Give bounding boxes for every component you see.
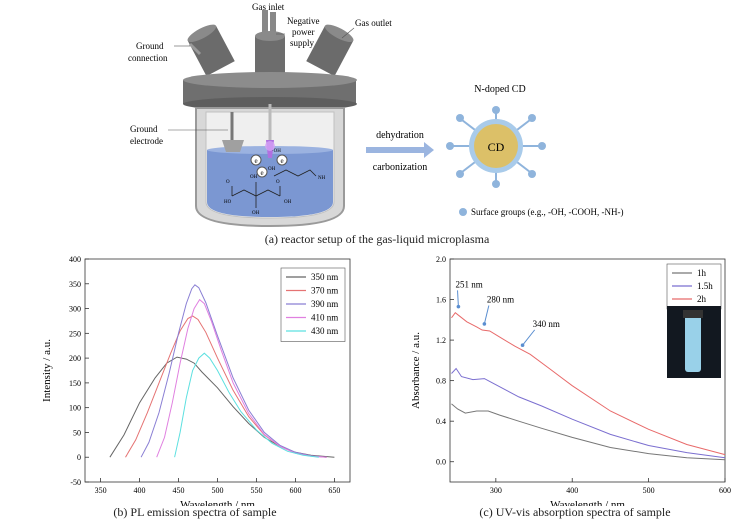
legend-label-2: 2h <box>697 294 707 304</box>
legend-label-1: 370 nm <box>311 286 338 296</box>
electron-symbol-3: e <box>260 169 263 177</box>
cd-particle <box>446 106 546 188</box>
series-line-3 <box>156 298 327 458</box>
molecule-o-1: O <box>226 180 230 185</box>
x-tick-label: 300 <box>490 486 502 495</box>
vial-glow <box>685 314 701 372</box>
ground-electrode-label-2: electrode <box>130 136 163 146</box>
cd-title: N-doped CD <box>474 84 525 95</box>
x-tick-label: 450 <box>173 486 185 495</box>
molecule-o-2: O <box>276 180 280 185</box>
peak-annotation-0: 251 nm <box>456 279 483 289</box>
x-tick-label: 500 <box>212 486 224 495</box>
vial-cap <box>683 310 703 318</box>
caption-c: (c) UV-vis absorption spectra of sample <box>479 505 671 519</box>
gas-inlet-label: Gas inlet <box>252 2 285 12</box>
peak-arrowhead-0 <box>456 304 461 309</box>
arrow-top-label: dehydration <box>376 130 424 141</box>
y-tick-label: 0.8 <box>436 377 446 386</box>
y-tick-label: 2.0 <box>436 255 446 264</box>
x-axis-label: Wavelength / nm <box>550 499 625 506</box>
plot-frame <box>449 258 726 483</box>
ground-electrode-label-1: Ground <box>130 124 158 134</box>
y-axis-label: Intensity / a.u. <box>41 339 53 402</box>
y-tick-label: 0 <box>77 453 81 462</box>
molecule-oh-1: OH <box>250 175 258 180</box>
y-tick-label: 1.2 <box>436 336 446 345</box>
series-line-0 <box>109 356 335 458</box>
x-tick-label: 550 <box>250 486 262 495</box>
peak-arrow-1 <box>483 305 490 325</box>
negative-power-label-1: Negative <box>287 16 319 26</box>
x-tick-label: 600 <box>719 486 731 495</box>
cd-core-label: CD <box>488 140 505 154</box>
y-tick-label: 100 <box>69 404 81 413</box>
x-tick-label: 500 <box>643 486 655 495</box>
y-tick-label: 350 <box>69 280 81 289</box>
electron-symbol-2: e <box>280 157 283 165</box>
legend-label-2: 390 nm <box>311 299 338 309</box>
electron-symbol-1: e <box>254 157 257 165</box>
series-line-4 <box>174 352 319 458</box>
x-tick-label: 400 <box>134 486 146 495</box>
legend-label-4: 430 nm <box>311 326 338 336</box>
y-tick-label: -50 <box>70 478 81 487</box>
peak-arrowhead-1 <box>482 322 487 326</box>
y-tick-label: 1.6 <box>436 296 446 305</box>
negative-power-label-3: supply <box>290 38 315 48</box>
peak-annotation-2: 340 nm <box>533 319 560 329</box>
y-tick-label: 200 <box>69 354 81 363</box>
y-tick-label: 0.4 <box>436 417 446 426</box>
y-axis-label: Absorbance / a.u. <box>410 332 422 409</box>
gas-outlet-label: Gas outlet <box>355 18 392 28</box>
negative-power-label-2: power <box>292 27 315 37</box>
right-port <box>306 24 354 77</box>
left-port <box>187 24 235 77</box>
legend-label-1: 1.5h <box>697 281 713 291</box>
gas-inlet-tube <box>262 10 268 38</box>
legend-label-0: 350 nm <box>311 272 338 282</box>
x-tick-label: 400 <box>566 486 578 495</box>
surface-group-legend-dot <box>459 208 467 216</box>
x-tick-label: 650 <box>328 486 340 495</box>
process-arrow <box>366 142 434 158</box>
molecule-structure <box>231 169 317 208</box>
peak-arrowhead-2 <box>520 343 525 347</box>
legend-label-3: 410 nm <box>311 313 338 323</box>
series-line-2 <box>451 311 726 456</box>
x-tick-label: 600 <box>289 486 301 495</box>
molecule-nh2: NH <box>318 176 326 181</box>
caption-a: (a) reactor setup of the gas-liquid micr… <box>264 232 490 246</box>
y-tick-label: 300 <box>69 305 81 314</box>
y-tick-label: 50 <box>73 428 81 437</box>
legend-box <box>280 267 346 342</box>
series-line-1 <box>451 367 726 459</box>
peak-arrow-2 <box>522 329 536 346</box>
uv-vis-chart: 300 400 500 600 0.0 0.4 0.8 1.2 1.6 2.0 Wavelength… <box>410 255 731 506</box>
oh-radical: ·OH <box>272 149 281 154</box>
molecule-ho: HO <box>224 200 232 205</box>
peak-arrow-0 <box>457 290 459 307</box>
molecule-oh-3: OH <box>252 211 260 216</box>
series-line-0 <box>451 403 726 461</box>
y-tick-label: 400 <box>69 255 81 264</box>
x-tick-label: 350 <box>95 486 107 495</box>
legend-label-0: 1h <box>697 268 707 278</box>
surface-groups-label: Surface groups (e.g., -OH, -COOH, -NH-) <box>471 207 623 217</box>
caption-b: (b) PL emission spectra of sample <box>113 505 277 519</box>
ground-connection-label-2: connection <box>128 53 168 63</box>
series-line-2 <box>140 284 327 458</box>
ground-connection-label-1: Ground <box>136 41 164 51</box>
y-tick-label: 150 <box>69 379 81 388</box>
figure-a-reactor-diagram: e e e ·OH OH O O HO OH OH OH NH Gas inle… <box>128 2 623 228</box>
molecule-oh-4: OH <box>268 167 276 172</box>
peak-annotation-1: 280 nm <box>487 295 514 305</box>
molecule-oh-2: OH <box>284 200 292 205</box>
y-tick-label: 250 <box>69 329 81 338</box>
liquid <box>207 150 333 217</box>
pl-emission-chart: 350 400 450 500 550 600 650 -50 0 50 100 150 200 250 3… <box>41 255 351 506</box>
y-tick-label: 0.0 <box>436 458 446 467</box>
arrow-bottom-label: carbonization <box>373 162 427 173</box>
x-axis-label: Wavelength / nm <box>180 499 255 506</box>
